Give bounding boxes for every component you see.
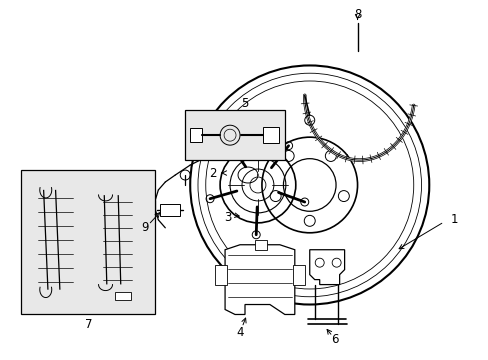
Polygon shape (309, 250, 344, 285)
Bar (254, 240, 266, 250)
Bar (160, 204, 180, 216)
Bar (263, 127, 278, 143)
Text: 3: 3 (224, 211, 231, 224)
Bar (190, 128, 202, 142)
Text: 2: 2 (209, 167, 217, 180)
Bar (215, 265, 226, 285)
Bar (292, 265, 304, 285)
Text: 6: 6 (330, 333, 338, 346)
Polygon shape (224, 245, 294, 315)
Text: 5: 5 (241, 97, 248, 110)
Text: 9: 9 (142, 221, 149, 234)
Bar (21, 170, 155, 315)
Text: 4: 4 (236, 326, 244, 339)
Text: 1: 1 (449, 213, 457, 226)
Bar (115, 292, 131, 300)
Bar (185, 110, 285, 160)
Text: 8: 8 (353, 8, 361, 21)
Text: 7: 7 (85, 318, 92, 331)
